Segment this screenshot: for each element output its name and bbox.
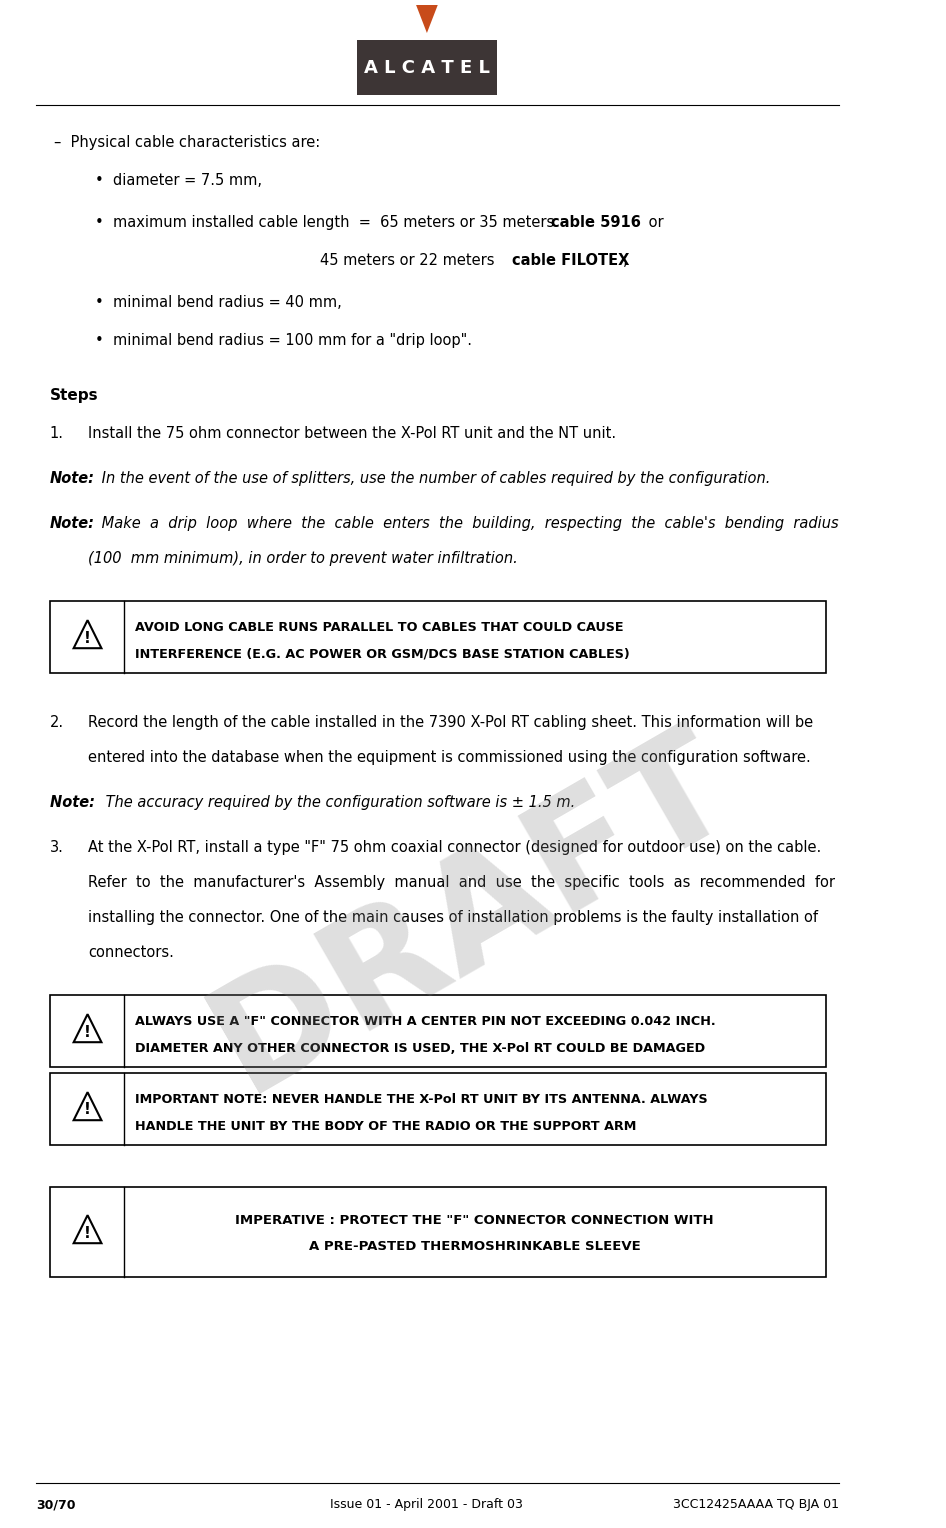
- Text: cable FILOTEX: cable FILOTEX: [512, 254, 629, 267]
- Text: entered into the database when the equipment is commissioned using the configura: entered into the database when the equip…: [89, 750, 812, 766]
- FancyBboxPatch shape: [49, 1187, 826, 1277]
- FancyBboxPatch shape: [49, 1073, 826, 1144]
- Text: 2.: 2.: [49, 715, 63, 730]
- Text: IMPERATIVE : PROTECT THE "F" CONNECTOR CONNECTION WITH: IMPERATIVE : PROTECT THE "F" CONNECTOR C…: [236, 1213, 714, 1227]
- Text: 3.: 3.: [49, 840, 63, 856]
- Polygon shape: [74, 1093, 101, 1120]
- FancyBboxPatch shape: [49, 601, 826, 672]
- Text: installing the connector. One of the main causes of installation problems is the: installing the connector. One of the mai…: [89, 911, 818, 924]
- Text: INTERFERENCE (E.G. AC POWER OR GSM/DCS BASE STATION CABLES): INTERFERENCE (E.G. AC POWER OR GSM/DCS B…: [135, 648, 630, 660]
- Text: AVOID LONG CABLE RUNS PARALLEL TO CABLES THAT COULD CAUSE: AVOID LONG CABLE RUNS PARALLEL TO CABLES…: [135, 620, 623, 634]
- Text: (100  mm minimum), in order to prevent water infiltration.: (100 mm minimum), in order to prevent wa…: [89, 552, 518, 565]
- Polygon shape: [74, 1215, 101, 1244]
- Text: HANDLE THE UNIT BY THE BODY OF THE RADIO OR THE SUPPORT ARM: HANDLE THE UNIT BY THE BODY OF THE RADIO…: [135, 1120, 637, 1132]
- Text: Note:: Note:: [49, 795, 99, 810]
- Text: A PRE-PASTED THERMOSHRINKABLE SLEEVE: A PRE-PASTED THERMOSHRINKABLE SLEEVE: [309, 1241, 640, 1253]
- Text: DIAMETER ANY OTHER CONNECTOR IS USED, THE X-Pol RT COULD BE DAMAGED: DIAMETER ANY OTHER CONNECTOR IS USED, TH…: [135, 1042, 706, 1054]
- Text: IMPORTANT NOTE: NEVER HANDLE THE X-Pol RT UNIT BY ITS ANTENNA. ALWAYS: IMPORTANT NOTE: NEVER HANDLE THE X-Pol R…: [135, 1093, 708, 1105]
- Text: cable 5916: cable 5916: [551, 215, 640, 231]
- Text: 30/70: 30/70: [36, 1497, 76, 1511]
- Text: ALWAYS USE A "F" CONNECTOR WITH A CENTER PIN NOT EXCEEDING 0.042 INCH.: ALWAYS USE A "F" CONNECTOR WITH A CENTER…: [135, 1015, 716, 1027]
- Text: In the event of the use of splitters, use the number of cables required by the c: In the event of the use of splitters, us…: [97, 471, 771, 486]
- Text: At the X-Pol RT, install a type "F" 75 ohm coaxial connector (designed for outdo: At the X-Pol RT, install a type "F" 75 o…: [89, 840, 822, 856]
- Text: Install the 75 ohm connector between the X-Pol RT unit and the NT unit.: Install the 75 ohm connector between the…: [89, 426, 617, 442]
- FancyBboxPatch shape: [49, 995, 826, 1067]
- Text: connectors.: connectors.: [89, 944, 174, 960]
- Text: 45 meters or 22 meters: 45 meters or 22 meters: [321, 254, 509, 267]
- Text: ,: ,: [622, 254, 627, 267]
- Text: A L C A T E L: A L C A T E L: [364, 58, 490, 76]
- Text: 3CC12425AAAA TQ BJA 01: 3CC12425AAAA TQ BJA 01: [674, 1497, 839, 1511]
- Polygon shape: [74, 620, 101, 648]
- Text: Note:: Note:: [49, 471, 95, 486]
- FancyBboxPatch shape: [357, 40, 498, 95]
- Text: !: !: [84, 1024, 91, 1039]
- Text: Steps: Steps: [49, 388, 98, 403]
- Text: 1.: 1.: [49, 426, 63, 442]
- Text: !: !: [84, 1225, 91, 1241]
- Text: Make  a  drip  loop  where  the  cable  enters  the  building,  respecting  the : Make a drip loop where the cable enters …: [97, 516, 839, 532]
- Text: !: !: [84, 1103, 91, 1117]
- Text: DRAFT: DRAFT: [187, 706, 757, 1122]
- Text: Note:: Note:: [49, 516, 95, 532]
- Polygon shape: [416, 5, 438, 34]
- Text: •  maximum installed cable length  =  65 meters or 35 meters: • maximum installed cable length = 65 me…: [95, 215, 568, 231]
- Text: •  minimal bend radius = 100 mm for a "drip loop".: • minimal bend radius = 100 mm for a "dr…: [95, 333, 472, 348]
- Text: !: !: [84, 631, 91, 645]
- Text: Record the length of the cable installed in the 7390 X-Pol RT cabling sheet. Thi: Record the length of the cable installed…: [89, 715, 814, 730]
- Text: •  minimal bend radius = 40 mm,: • minimal bend radius = 40 mm,: [95, 295, 342, 310]
- Text: The accuracy required by the configuration software is ± 1.5 m.: The accuracy required by the configurati…: [101, 795, 575, 810]
- Text: –  Physical cable characteristics are:: – Physical cable characteristics are:: [54, 134, 321, 150]
- Text: or: or: [643, 215, 663, 231]
- Text: Issue 01 - April 2001 - Draft 03: Issue 01 - April 2001 - Draft 03: [330, 1497, 523, 1511]
- Text: Refer  to  the  manufacturer's  Assembly  manual  and  use  the  specific  tools: Refer to the manufacturer's Assembly man…: [89, 876, 835, 889]
- Polygon shape: [74, 1015, 101, 1042]
- Text: •  diameter = 7.5 mm,: • diameter = 7.5 mm,: [95, 173, 262, 188]
